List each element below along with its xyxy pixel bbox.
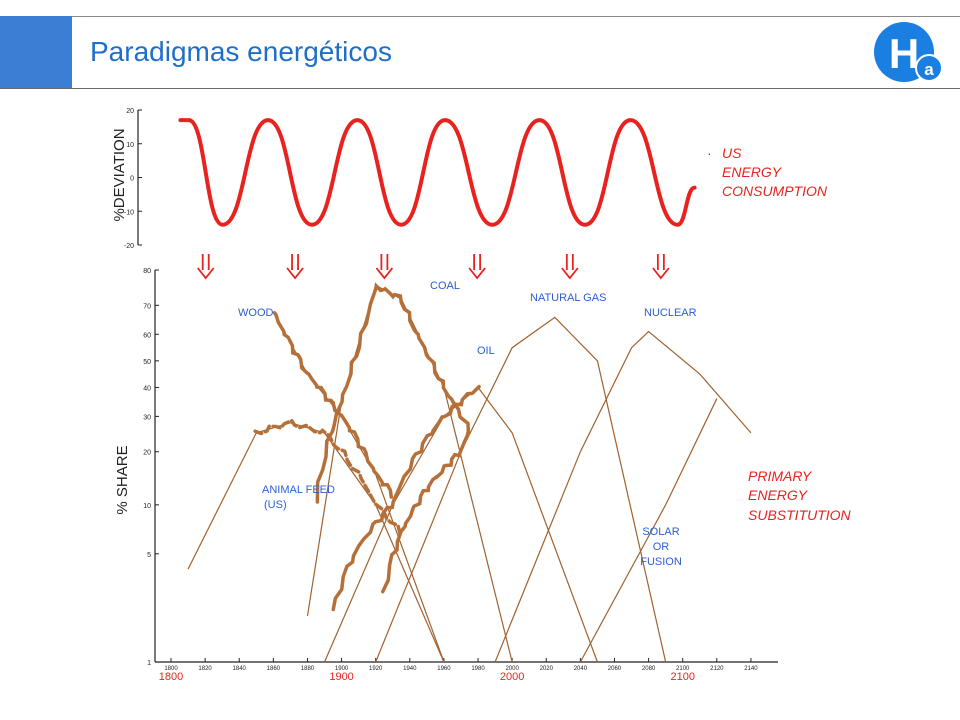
header-bottom-rule <box>0 88 960 89</box>
coal-historical-trace <box>315 282 471 504</box>
share-x-ticks: 1800 1820 1840 1860 1880 1900 1920 1940 1960 1980… <box>164 658 758 672</box>
natural-gas-curve <box>375 316 667 663</box>
share-x-highlight-ticks: 1800 1900 2000 2100 <box>159 671 695 683</box>
solar-label: SOLAR <box>642 526 679 538</box>
share-x-tick-label: 2040 <box>574 666 588 672</box>
share-x-tick-label: 2020 <box>540 666 554 672</box>
share-x-tick-label: 1840 <box>233 666 247 672</box>
substitution-line-1: PRIMARY <box>748 468 813 484</box>
animal-feed-label: ANIMAL FEED <box>262 484 335 496</box>
share-x-highlight-label: 1800 <box>159 671 183 683</box>
nuclear-curve <box>494 330 752 663</box>
company-logo: H a <box>874 22 943 82</box>
share-x-highlight-label: 2000 <box>500 671 524 683</box>
share-x-highlight-label: 1900 <box>329 671 353 683</box>
deviation-y-tick-label: -20 <box>124 243 134 250</box>
header-top-rule <box>72 16 960 17</box>
share-x-tick-label: 1880 <box>301 666 315 672</box>
natural-gas-label: NATURAL GAS <box>530 292 606 304</box>
deviation-y-label: %DEVIATION <box>111 128 128 221</box>
logo-small-circle <box>915 54 943 82</box>
coal-label: COAL <box>430 280 460 292</box>
share-y-tick-label: 80 <box>143 268 151 275</box>
cycle-arrows <box>197 254 670 280</box>
share-x-tick-label: 1980 <box>471 666 485 672</box>
slide-title: Paradigmas energéticos <box>90 36 392 67</box>
deviation-y-tick-label: 0 <box>130 176 134 183</box>
annotation-line-3: CONSUMPTION <box>722 183 828 199</box>
oil-curve <box>323 386 598 663</box>
or-label: OR <box>653 541 670 553</box>
deviation-y-tick-label: 20 <box>126 108 134 115</box>
share-x-tick-label: 2060 <box>608 666 622 672</box>
share-x-tick-label: 1820 <box>198 666 212 672</box>
oil-label: OIL <box>477 345 495 357</box>
share-x-tick-label: 1800 <box>164 666 178 672</box>
down-arrow-icon <box>652 254 670 280</box>
share-y-tick-label: 30 <box>143 414 151 421</box>
share-x-tick-label: 1900 <box>335 666 349 672</box>
down-arrow-icon <box>468 254 486 280</box>
logo-letter: H <box>889 30 919 77</box>
share-x-tick-label: 1940 <box>403 666 417 672</box>
down-arrow-icon <box>375 254 394 280</box>
primary-energy-substitution-annotation: PRIMARY ENERGY SUBSTITUTION <box>748 468 852 523</box>
deviation-dot-mark: · <box>707 145 712 161</box>
annotation-line-2: ENERGY <box>722 164 783 180</box>
share-y-label: % SHARE <box>114 445 131 514</box>
share-x-tick-label: 2100 <box>676 666 690 672</box>
share-y-tick-label: 1 <box>147 660 151 667</box>
share-y-ticks: 80 70 60 50 40 30 20 10 5 1 <box>143 268 159 667</box>
share-x-tick-label: 2140 <box>744 666 758 672</box>
share-y-tick-label: 70 <box>143 303 151 310</box>
logo-subscript: a <box>924 60 934 79</box>
oil-historical-trace <box>331 384 481 612</box>
share-y-tick-label: 40 <box>143 385 151 392</box>
share-y-tick-label: 10 <box>143 503 151 510</box>
share-x-highlight-label: 2100 <box>670 671 694 683</box>
wood-label: WOOD <box>238 307 273 319</box>
share-curves <box>187 284 752 663</box>
historical-data-traces <box>253 282 481 612</box>
substitution-line-3: SUBSTITUTION <box>748 507 852 523</box>
substitution-line-2: ENERGY <box>748 487 809 503</box>
natural-gas-historical-trace <box>381 430 470 594</box>
deviation-y-tick-label: -10 <box>124 209 134 216</box>
slide-header: Paradigmas energéticos H a <box>0 0 960 90</box>
animal-feed-historical-trace <box>253 418 403 537</box>
wood-historical-trace <box>272 311 394 499</box>
share-x-tick-label: 1860 <box>267 666 281 672</box>
down-arrow-icon <box>286 254 304 280</box>
us-energy-consumption-curve <box>178 118 697 227</box>
fusion-label: FUSION <box>640 556 682 568</box>
share-x-tick-label: 2080 <box>642 666 656 672</box>
deviation-y-ticks: 20 10 0 -10 -20 <box>124 108 142 250</box>
us-energy-consumption-annotation: US ENERGY CONSUMPTION <box>722 145 828 199</box>
share-y-tick-label: 50 <box>143 359 151 366</box>
coal-curve <box>306 284 513 663</box>
header-accent-block <box>0 16 72 88</box>
animal-feed-us--curve <box>187 422 445 663</box>
nuclear-label: NUCLEAR <box>644 307 697 319</box>
share-x-tick-label: 2000 <box>505 666 519 672</box>
share-y-tick-label: 20 <box>143 450 151 457</box>
share-x-tick-label: 2120 <box>710 666 724 672</box>
down-arrow-icon <box>561 254 579 280</box>
share-y-tick-label: 5 <box>147 552 151 559</box>
share-x-tick-label: 1960 <box>437 666 451 672</box>
deviation-panel: 20 10 0 -10 -20 %DEVIATION · US ENERGY CONSU… <box>111 108 828 250</box>
share-y-tick-label: 60 <box>143 332 151 339</box>
annotation-line-1: US <box>722 145 742 161</box>
deviation-y-tick-label: 10 <box>126 142 134 149</box>
share-x-tick-label: 1920 <box>369 666 383 672</box>
animal-feed-us-label: (US) <box>264 499 287 511</box>
solar-or-fusion-curve <box>579 398 718 663</box>
down-arrow-icon <box>197 254 215 280</box>
